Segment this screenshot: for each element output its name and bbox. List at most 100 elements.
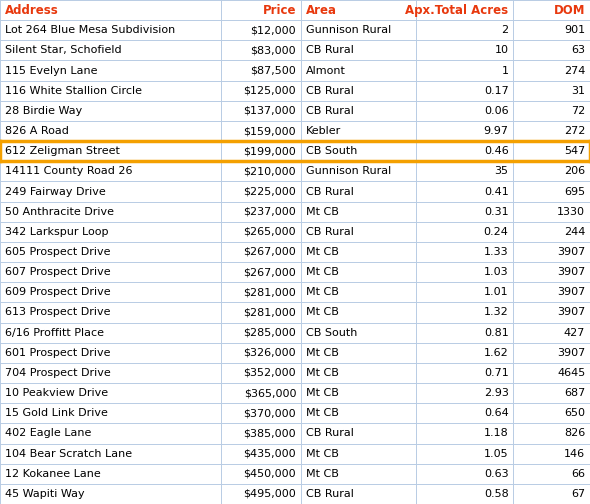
Text: $495,000: $495,000	[244, 489, 296, 499]
Bar	[0, 464, 590, 484]
Bar	[0, 282, 590, 302]
Text: Mt CB: Mt CB	[306, 368, 339, 378]
Text: 10: 10	[494, 45, 509, 55]
Text: 15 Gold Link Drive: 15 Gold Link Drive	[5, 408, 107, 418]
Text: $365,000: $365,000	[244, 388, 296, 398]
Bar	[0, 323, 590, 343]
Text: CB South: CB South	[306, 146, 357, 156]
Text: Mt CB: Mt CB	[306, 388, 339, 398]
Text: 9.97: 9.97	[484, 126, 509, 136]
Text: Mt CB: Mt CB	[306, 408, 339, 418]
Text: $326,000: $326,000	[244, 348, 296, 358]
Text: $385,000: $385,000	[244, 428, 296, 438]
Bar	[0, 0, 590, 20]
Text: CB Rural: CB Rural	[306, 86, 353, 96]
Text: Apx.Total Acres: Apx.Total Acres	[405, 4, 509, 17]
Bar	[0, 20, 590, 40]
Text: 45 Wapiti Way: 45 Wapiti Way	[5, 489, 84, 499]
Text: 1330: 1330	[558, 207, 585, 217]
Text: 6/16 Proffitt Place: 6/16 Proffitt Place	[5, 328, 104, 338]
Text: $265,000: $265,000	[244, 227, 296, 237]
Text: 402 Eagle Lane: 402 Eagle Lane	[5, 428, 91, 438]
Text: Gunnison Rural: Gunnison Rural	[306, 25, 391, 35]
Bar	[0, 383, 590, 403]
Text: Mt CB: Mt CB	[306, 469, 339, 479]
Text: 146: 146	[564, 449, 585, 459]
Text: 704 Prospect Drive: 704 Prospect Drive	[5, 368, 110, 378]
Text: 1.01: 1.01	[484, 287, 509, 297]
Bar	[0, 262, 590, 282]
Text: Mt CB: Mt CB	[306, 287, 339, 297]
Text: $125,000: $125,000	[244, 86, 296, 96]
Text: 0.31: 0.31	[484, 207, 509, 217]
Text: Mt CB: Mt CB	[306, 307, 339, 318]
Bar	[0, 423, 590, 444]
Text: 31: 31	[571, 86, 585, 96]
Text: 0.17: 0.17	[484, 86, 509, 96]
Text: 605 Prospect Drive: 605 Prospect Drive	[5, 247, 110, 257]
Text: 272: 272	[564, 126, 585, 136]
Bar	[0, 60, 590, 81]
Bar	[0, 484, 590, 504]
Text: 50 Anthracite Drive: 50 Anthracite Drive	[5, 207, 114, 217]
Text: $87,500: $87,500	[250, 66, 296, 76]
Text: 0.06: 0.06	[484, 106, 509, 116]
Text: 35: 35	[494, 166, 509, 176]
Text: Mt CB: Mt CB	[306, 247, 339, 257]
Text: 687: 687	[564, 388, 585, 398]
Bar	[0, 121, 590, 141]
Text: 63: 63	[571, 45, 585, 55]
Bar	[0, 40, 590, 60]
Text: 3907: 3907	[557, 247, 585, 257]
Text: 613 Prospect Drive: 613 Prospect Drive	[5, 307, 110, 318]
Text: 115 Evelyn Lane: 115 Evelyn Lane	[5, 66, 97, 76]
Text: $281,000: $281,000	[244, 307, 296, 318]
Text: 104 Bear Scratch Lane: 104 Bear Scratch Lane	[5, 449, 132, 459]
Text: 3907: 3907	[557, 267, 585, 277]
Bar	[0, 343, 590, 363]
Text: 0.81: 0.81	[484, 328, 509, 338]
Text: $267,000: $267,000	[244, 247, 296, 257]
Text: 342 Larkspur Loop: 342 Larkspur Loop	[5, 227, 108, 237]
Text: Silent Star, Schofield: Silent Star, Schofield	[5, 45, 122, 55]
Text: 2: 2	[502, 25, 509, 35]
Text: 244: 244	[564, 227, 585, 237]
Text: 206: 206	[564, 166, 585, 176]
Text: Mt CB: Mt CB	[306, 267, 339, 277]
Text: $352,000: $352,000	[244, 368, 296, 378]
Text: 607 Prospect Drive: 607 Prospect Drive	[5, 267, 110, 277]
Text: 609 Prospect Drive: 609 Prospect Drive	[5, 287, 110, 297]
Text: $281,000: $281,000	[244, 287, 296, 297]
Text: 3907: 3907	[557, 287, 585, 297]
Text: Mt CB: Mt CB	[306, 207, 339, 217]
Bar	[0, 363, 590, 383]
Text: CB Rural: CB Rural	[306, 489, 353, 499]
Text: 0.46: 0.46	[484, 146, 509, 156]
Bar	[0, 81, 590, 101]
Text: Price: Price	[263, 4, 296, 17]
Text: 1.62: 1.62	[484, 348, 509, 358]
Bar	[0, 141, 590, 161]
Text: $199,000: $199,000	[244, 146, 296, 156]
Text: $83,000: $83,000	[251, 45, 296, 55]
Text: $225,000: $225,000	[244, 186, 296, 197]
Text: 612 Zeligman Street: 612 Zeligman Street	[5, 146, 120, 156]
Text: 0.64: 0.64	[484, 408, 509, 418]
Text: 116 White Stallion Circle: 116 White Stallion Circle	[5, 86, 142, 96]
Text: 72: 72	[571, 106, 585, 116]
Text: 650: 650	[564, 408, 585, 418]
Text: 3907: 3907	[557, 348, 585, 358]
Text: CB Rural: CB Rural	[306, 186, 353, 197]
Text: 427: 427	[564, 328, 585, 338]
Text: $237,000: $237,000	[244, 207, 296, 217]
Text: $450,000: $450,000	[244, 469, 296, 479]
Text: $12,000: $12,000	[251, 25, 296, 35]
Text: Mt CB: Mt CB	[306, 449, 339, 459]
Text: CB South: CB South	[306, 328, 357, 338]
Text: $210,000: $210,000	[244, 166, 296, 176]
Text: $370,000: $370,000	[244, 408, 296, 418]
Text: 12 Kokanee Lane: 12 Kokanee Lane	[5, 469, 100, 479]
Text: DOM: DOM	[554, 4, 585, 17]
Text: CB Rural: CB Rural	[306, 428, 353, 438]
Text: 1.05: 1.05	[484, 449, 509, 459]
